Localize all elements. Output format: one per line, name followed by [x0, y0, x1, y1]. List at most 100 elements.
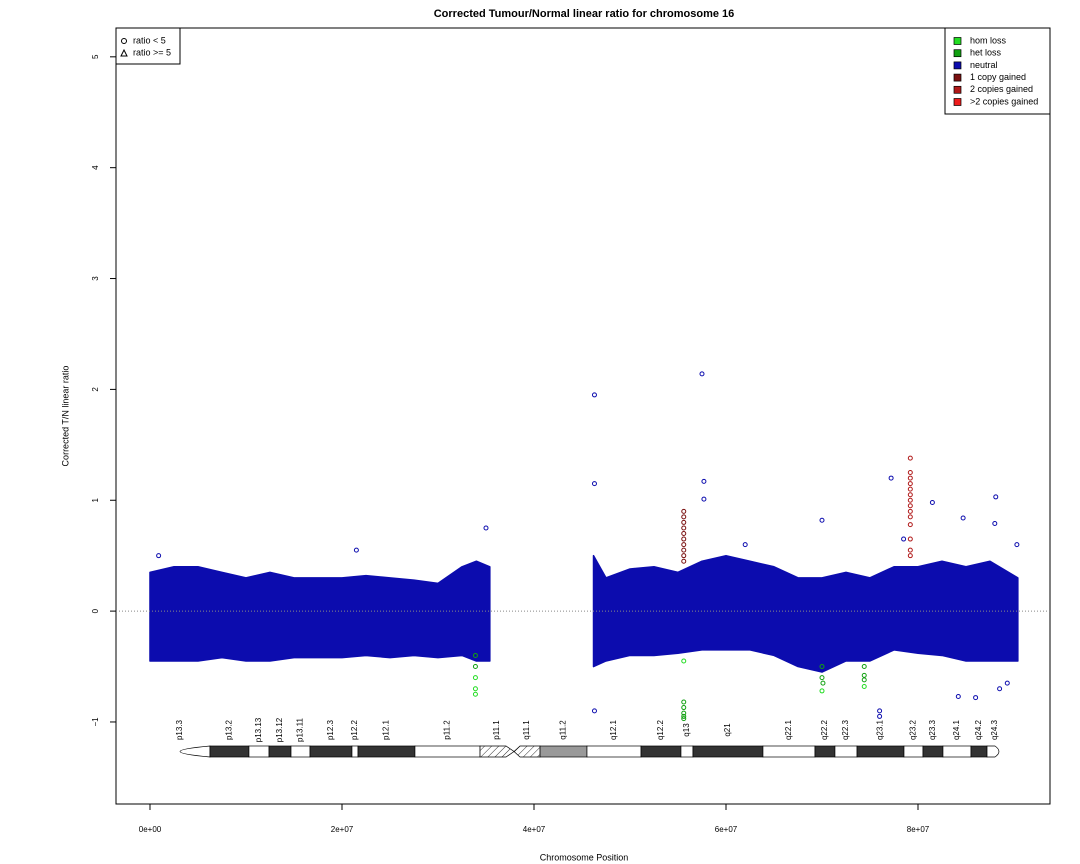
- data-point: [591, 708, 597, 714]
- ideogram-band: [357, 745, 416, 758]
- data-point: [681, 699, 687, 705]
- data-point: [955, 693, 961, 699]
- ideogram-band: [268, 745, 292, 758]
- legend-symbol: [120, 48, 128, 57]
- data-point: [1014, 542, 1020, 548]
- data-point: [472, 664, 478, 670]
- ideogram-band: [290, 745, 311, 758]
- legend-box: [115, 27, 181, 65]
- ideogram-label: p12.2: [350, 719, 359, 740]
- ideogram-band: [539, 745, 588, 758]
- data-point: [701, 478, 707, 484]
- ideogram-label: p13.2: [225, 719, 234, 740]
- legend-label: hom loss: [970, 35, 1007, 45]
- ideogram-band: [680, 745, 694, 758]
- data-point: [472, 691, 478, 697]
- ideogram-band: [814, 745, 836, 758]
- ideogram-band: [942, 745, 972, 758]
- data-point: [861, 677, 867, 683]
- data-point: [353, 547, 359, 553]
- data-point: [877, 708, 883, 714]
- ideogram-band: [834, 745, 858, 758]
- y-tick-label: 1: [91, 497, 100, 502]
- y-tick-label: 4: [91, 165, 100, 170]
- ideogram-label: p13.12: [275, 717, 284, 742]
- data-point: [992, 521, 998, 527]
- data-point: [681, 525, 687, 531]
- data-point: [591, 392, 597, 398]
- value-band: [592, 554, 1019, 673]
- data-point: [907, 497, 913, 503]
- ideogram-label: q11.2: [559, 720, 568, 740]
- legend-label: 2 copies gained: [970, 84, 1033, 94]
- data-point: [681, 705, 687, 711]
- data-point: [701, 496, 707, 502]
- legend-label: 1 copy gained: [970, 72, 1026, 82]
- ideogram-label: q22.2: [820, 719, 829, 740]
- x-tick-label: 4e+07: [523, 825, 546, 834]
- ideogram-band: [922, 745, 944, 758]
- data-point: [877, 713, 883, 719]
- data-point: [699, 371, 705, 377]
- data-point: [907, 455, 913, 461]
- ideogram-label: q24.1: [952, 719, 961, 740]
- ideogram-label: q23.1: [876, 719, 885, 740]
- data-point: [907, 522, 913, 528]
- legend-label: >2 copies gained: [970, 96, 1038, 106]
- ideogram-band: [309, 745, 353, 758]
- data-point: [820, 680, 826, 686]
- data-point: [907, 508, 913, 514]
- ideogram-label: q22.1: [784, 719, 793, 740]
- data-point: [681, 542, 687, 548]
- data-point: [907, 514, 913, 520]
- data-point: [742, 542, 748, 548]
- data-point: [681, 558, 687, 564]
- y-axis-label: Corrected T/N linear ratio: [60, 366, 70, 467]
- data-point: [681, 716, 687, 722]
- data-point: [472, 652, 478, 658]
- data-point: [997, 686, 1003, 692]
- ideogram-band: [248, 745, 270, 758]
- data-point: [907, 536, 913, 542]
- ideogram-band: [970, 745, 988, 758]
- ideogram-label: q24.3: [990, 719, 999, 740]
- data-point: [681, 531, 687, 537]
- ideogram-band: [762, 745, 816, 758]
- data-point: [681, 519, 687, 525]
- data-point: [973, 695, 979, 701]
- legend-swatch: [953, 49, 962, 58]
- legend-label: neutral: [970, 60, 998, 70]
- legend-symbol: [121, 38, 127, 44]
- legend-label: het loss: [970, 48, 1002, 58]
- data-point: [929, 499, 935, 505]
- data-point: [472, 686, 478, 692]
- data-point: [907, 486, 913, 492]
- ideogram-band: [903, 745, 924, 758]
- y-tick-label: 2: [91, 387, 100, 392]
- legend-label: ratio < 5: [133, 35, 166, 45]
- data-point: [907, 553, 913, 559]
- y-tick-label: 0: [91, 608, 100, 613]
- y-tick-label: 5: [91, 54, 100, 59]
- x-tick-label: 2e+07: [331, 825, 354, 834]
- ideogram-label: p11.2: [443, 720, 452, 740]
- legend-box: [944, 27, 1051, 115]
- data-point: [907, 470, 913, 476]
- data-point: [819, 517, 825, 523]
- data-point: [156, 553, 162, 559]
- x-axis-label: Chromosome Position: [540, 852, 629, 862]
- ideogram-label: q23.3: [928, 719, 937, 740]
- legend-swatch: [953, 98, 962, 106]
- data-point: [819, 675, 825, 681]
- ideogram-label: p13.13: [254, 717, 263, 742]
- data-point: [993, 494, 999, 500]
- legend-swatch: [953, 73, 962, 82]
- ideogram-label: p12.3: [326, 719, 335, 740]
- ideogram-band: [513, 745, 541, 758]
- data-point: [861, 664, 867, 670]
- ideogram-label: p12.1: [382, 719, 391, 740]
- data-point: [861, 672, 867, 678]
- ideogram-label: p13.11: [296, 718, 305, 742]
